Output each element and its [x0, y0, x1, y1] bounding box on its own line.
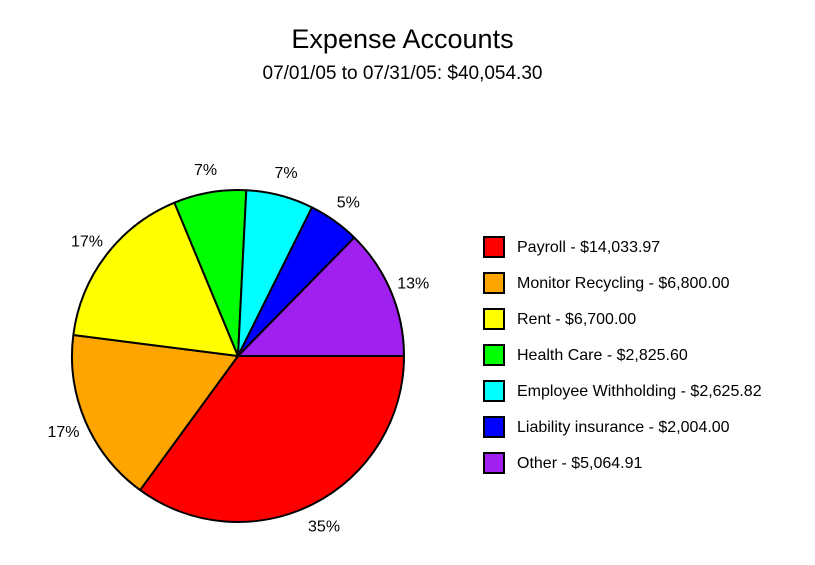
pie-slice [72, 201, 239, 357]
legend-item: Employee Withholding - $2,625.82 [483, 380, 762, 418]
legend-label: Rent - $6,700.00 [517, 311, 637, 328]
slice-percent-label: 13% [397, 275, 429, 292]
legend-label: Payroll - $14,033.97 [517, 239, 661, 256]
pie-slice [71, 334, 239, 492]
legend-item: Payroll - $14,033.97 [483, 236, 762, 274]
pie-slice [237, 236, 405, 357]
legend-swatch [483, 236, 505, 258]
slice-percent-label: 5% [337, 194, 360, 211]
chart-legend: Payroll - $14,033.97 Monitor Recycling - … [483, 236, 762, 490]
legend-item: Rent - $6,700.00 [483, 308, 762, 346]
legend-swatch [483, 416, 505, 438]
legend-label: Monitor Recycling - $6,800.00 [517, 275, 730, 292]
legend-label: Other - $5,064.91 [517, 455, 643, 472]
legend-item: Liability insurance - $2,004.00 [483, 416, 762, 454]
pie-slice [139, 355, 405, 523]
legend-item: Monitor Recycling - $6,800.00 [483, 272, 762, 310]
legend-swatch [483, 452, 505, 474]
slice-percent-label: 35% [308, 518, 340, 535]
slice-percent-label: 7% [194, 162, 217, 179]
slice-percent-label: 17% [47, 424, 79, 441]
legend-label: Employee Withholding - $2,625.82 [517, 383, 762, 400]
legend-swatch [483, 272, 505, 294]
legend-swatch [483, 380, 505, 402]
legend-item: Other - $5,064.91 [483, 452, 762, 490]
slice-percent-label: 7% [275, 165, 298, 182]
legend-swatch [483, 308, 505, 330]
chart-title: Expense Accounts [291, 24, 514, 54]
legend-label: Health Care - $2,825.60 [517, 347, 688, 364]
legend-label: Liability insurance - $2,004.00 [517, 419, 730, 436]
legend-item: Health Care - $2,825.60 [483, 344, 762, 382]
legend-swatch [483, 344, 505, 366]
slice-percent-label: 17% [71, 234, 103, 251]
chart-subtitle: 07/01/05 to 07/31/05: $40,054.30 [262, 63, 543, 84]
